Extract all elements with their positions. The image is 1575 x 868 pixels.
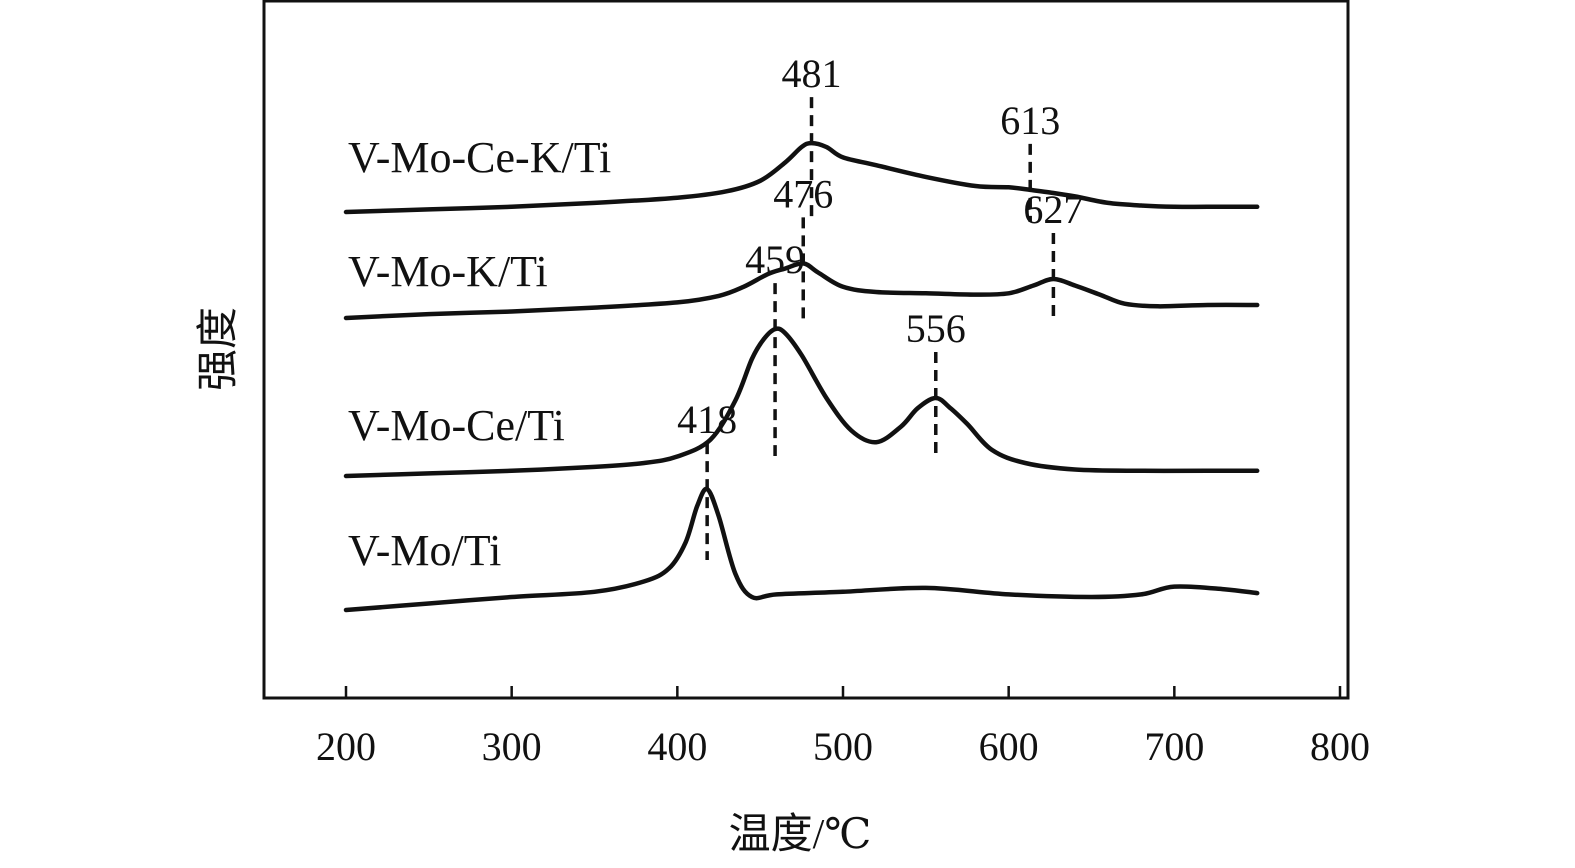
series-labels: V-Mo-Ce-K/Ti V-Mo-K/Ti V-Mo-Ce/Ti V-Mo/Ti: [348, 133, 611, 575]
x-tick-label: 600: [979, 724, 1039, 769]
peak-label: 627: [1023, 187, 1083, 232]
peak-label: 613: [1000, 98, 1060, 143]
series-label: V-Mo/Ti: [348, 526, 501, 575]
x-tick-label: 500: [813, 724, 873, 769]
peak-label: 481: [782, 51, 842, 96]
series-line: [343, 140, 1260, 215]
peak-label: 556: [906, 306, 966, 351]
peak-labels: 481 613 476 627 459 556 418: [677, 51, 1083, 442]
x-tick-label: 200: [316, 724, 376, 769]
series-line: [343, 326, 1260, 479]
x-tick-labels: 200 300 400 500 600 700 800: [316, 724, 1370, 769]
series-line: [343, 486, 1260, 613]
plot-frame: [262, 0, 1350, 700]
y-axis-title: 强度: [196, 307, 242, 391]
series-label: V-Mo-Ce-K/Ti: [348, 133, 611, 182]
x-ticks: [344, 686, 1342, 698]
x-tick-label: 300: [482, 724, 542, 769]
x-tick-label: 400: [647, 724, 707, 769]
x-tick-label: 700: [1144, 724, 1204, 769]
series-label: V-Mo-K/Ti: [348, 247, 548, 296]
x-tick-label: 800: [1310, 724, 1370, 769]
x-axis-title: 温度/℃: [729, 812, 872, 858]
peak-label: 459: [745, 237, 805, 282]
peak-label: 476: [773, 171, 833, 216]
peak-label: 418: [677, 397, 737, 442]
series-label: V-Mo-Ce/Ti: [348, 401, 565, 450]
peak-markers: [705, 97, 1056, 560]
series-line: [343, 261, 1260, 321]
series-curves: [343, 140, 1260, 613]
